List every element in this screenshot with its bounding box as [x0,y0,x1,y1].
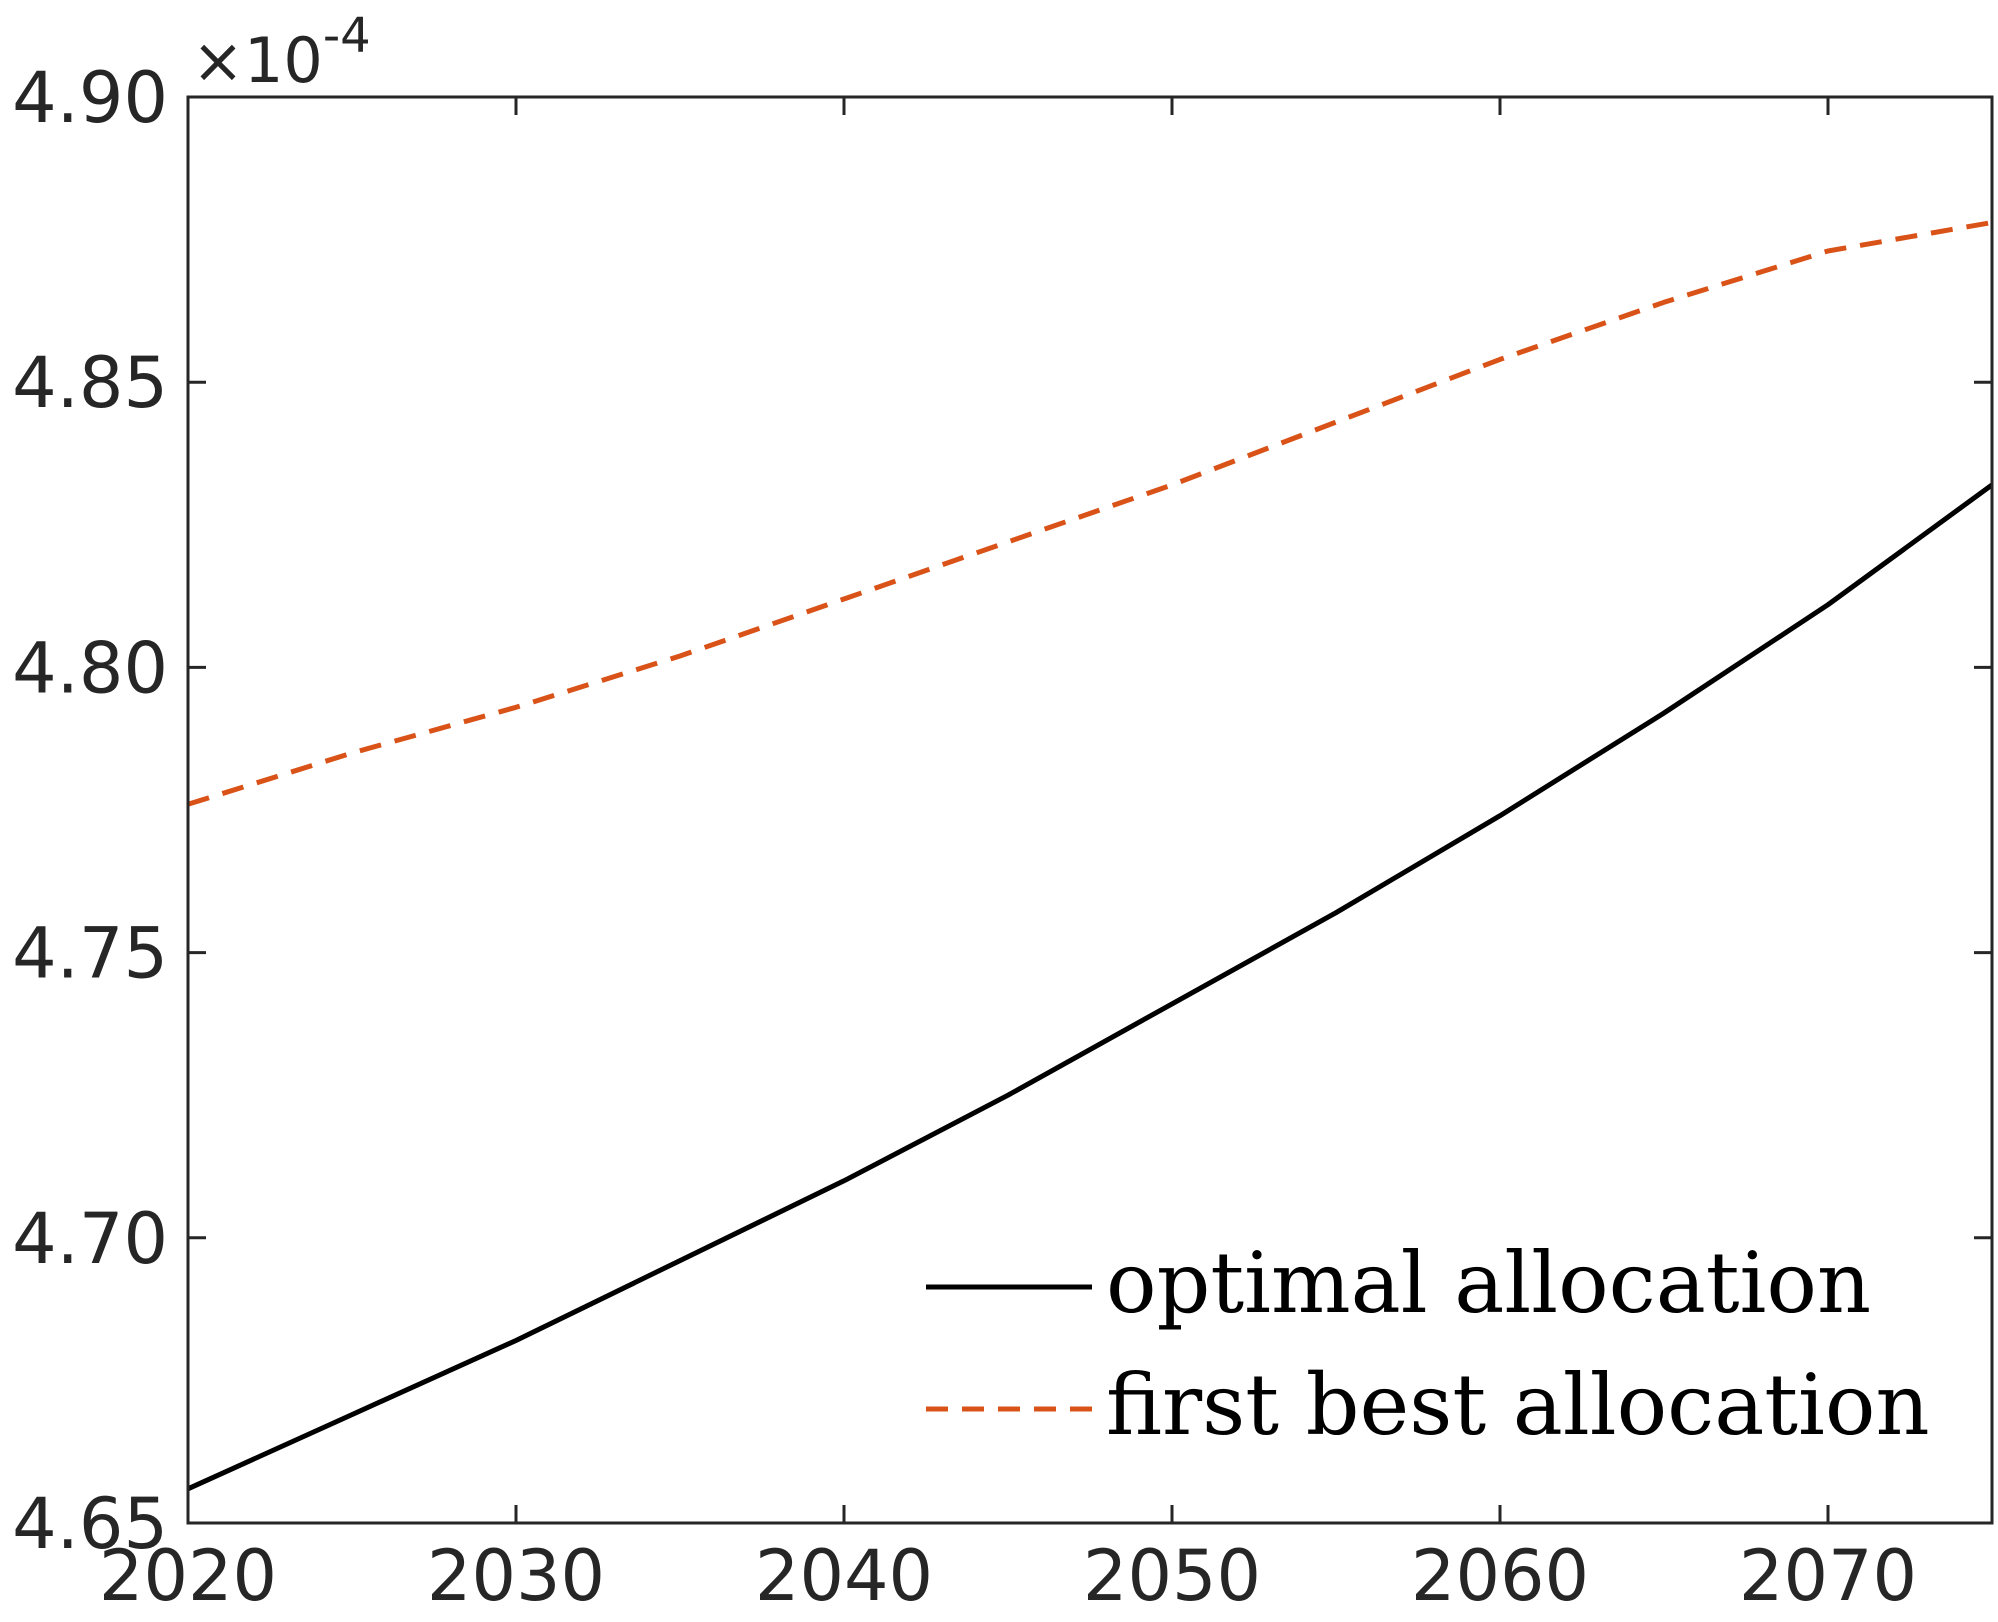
series-layer [186,220,1994,1492]
legend-label-optimal: optimal allocation [1106,1234,1871,1332]
series-line-optimal-allocation [186,482,1994,1492]
y-tick-label: 4.75 [12,913,168,995]
x-tick-label: 2060 [1411,1535,1589,1617]
legend: optimal allocation first best allocation [926,1234,1930,1454]
x-tick-label: 2050 [1083,1535,1261,1617]
y-tick-label: 4.90 [12,57,168,139]
y-exponent-base: ×10 [192,24,323,97]
x-tick-label: 2070 [1739,1535,1917,1617]
y-tick-label: 4.80 [12,627,168,709]
x-tick-label: 2040 [755,1535,933,1617]
x-tick-label: 2030 [427,1535,605,1617]
ticks-layer [186,95,1992,1525]
x-tick-label: 2020 [99,1535,277,1617]
y-tick-label: 4.85 [12,342,168,424]
y-tick-label: 4.70 [12,1198,168,1280]
y-tick-label: 4.65 [12,1483,168,1565]
axes-box [186,95,1994,1525]
y-tick-labels: 4.65 4.70 4.75 4.80 4.85 4.90 [12,57,168,1565]
y-exponent-label: ×10-4 [192,8,371,97]
y-exponent-power: -4 [323,8,371,64]
legend-label-first-best: first best allocation [1106,1356,1930,1454]
series-line-first-best-allocation [187,220,1993,807]
x-tick-labels: 2020 2030 2040 2050 2060 2070 [99,1535,1917,1617]
